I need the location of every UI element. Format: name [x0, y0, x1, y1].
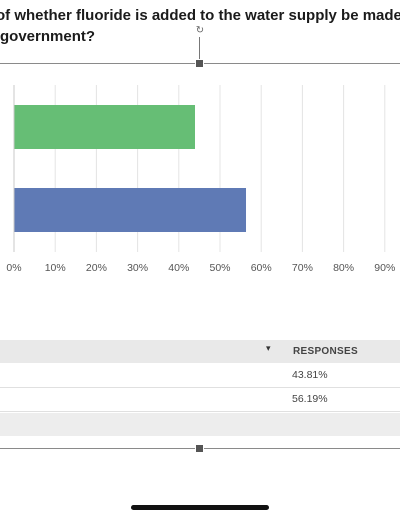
x-tick-label: 60%: [251, 262, 272, 274]
rotate-icon[interactable]: ↻: [195, 25, 205, 36]
x-tick-label: 80%: [333, 262, 354, 274]
sort-dropdown-icon[interactable]: ▾: [266, 343, 271, 353]
chart-bars: [14, 105, 247, 232]
table-row: 56.19%: [0, 388, 400, 412]
chart-x-ticks: 0% 10% 20% 30% 40% 50% 60% 70% 80% 90%: [6, 262, 395, 274]
x-tick-label: 10%: [45, 262, 66, 274]
resize-handle-bottom[interactable]: [195, 444, 204, 453]
resize-handle-top[interactable]: [195, 59, 204, 68]
x-tick-label: 30%: [127, 262, 148, 274]
responses-column-header[interactable]: RESPONSES: [293, 346, 358, 357]
x-tick-label: 50%: [209, 262, 230, 274]
table-total-row: [0, 413, 400, 436]
response-percent: 43.81%: [292, 369, 328, 381]
x-tick-label: 0%: [6, 262, 21, 274]
response-percent: 56.19%: [292, 393, 328, 405]
x-tick-label: 70%: [292, 262, 313, 274]
table-row: 43.81%: [0, 364, 400, 388]
x-tick-label: 40%: [168, 262, 189, 274]
bar-chart: 0% 10% 20% 30% 40% 50% 60% 70% 80% 90%: [6, 85, 395, 274]
rotate-handle-stem: [199, 37, 200, 59]
chart-bar[interactable]: [14, 188, 247, 232]
home-indicator[interactable]: [131, 505, 269, 510]
x-tick-label: 90%: [374, 262, 395, 274]
question-line-2: government?: [0, 28, 96, 45]
x-tick-label: 20%: [86, 262, 107, 274]
question-line-1: of whether fluoride is added to the wate…: [0, 7, 400, 24]
table-header: ▾ RESPONSES: [0, 340, 400, 363]
chart-bar[interactable]: [14, 105, 195, 149]
